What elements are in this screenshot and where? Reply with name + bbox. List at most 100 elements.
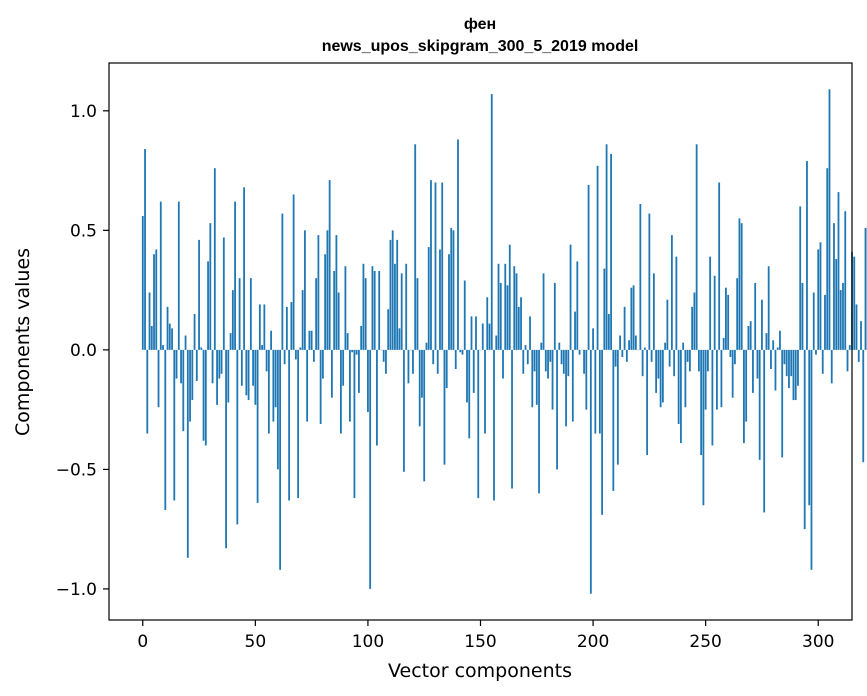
bar (333, 270, 336, 350)
bar (321, 349, 324, 379)
bar (853, 256, 856, 350)
bar (213, 168, 216, 350)
bar (225, 349, 227, 549)
y-tick-label: 0.0 (70, 341, 97, 361)
bar (718, 182, 721, 350)
bar (738, 218, 741, 350)
x-tick-label: 200 (577, 632, 609, 652)
bar (265, 349, 268, 372)
bar (330, 349, 333, 398)
bar (513, 266, 516, 350)
bar (173, 349, 176, 501)
bar (159, 201, 162, 350)
bar (378, 270, 381, 350)
bar (810, 349, 813, 570)
bar (358, 349, 360, 393)
bar (288, 349, 291, 501)
bar (443, 349, 446, 465)
bar (517, 306, 520, 350)
bar (643, 347, 646, 350)
bar (468, 349, 471, 439)
bar (216, 349, 218, 405)
bar (184, 335, 187, 350)
bar (141, 215, 144, 350)
bar (747, 325, 750, 350)
bar (781, 349, 784, 458)
bar (247, 349, 250, 401)
bar (254, 349, 257, 405)
bar (801, 282, 804, 350)
bar (842, 282, 844, 350)
bar (538, 349, 540, 494)
bar (776, 347, 779, 350)
bar (256, 349, 259, 503)
bar (272, 349, 275, 422)
bar (340, 349, 342, 434)
bar (797, 349, 799, 386)
bar (716, 349, 718, 410)
bar (684, 349, 687, 408)
bar (222, 237, 225, 350)
bar (382, 349, 385, 362)
bar (686, 349, 689, 362)
bar (353, 349, 356, 499)
bar (461, 349, 464, 355)
bar (362, 263, 365, 350)
bar (157, 349, 160, 408)
bar (828, 89, 831, 350)
bar (306, 349, 309, 422)
bar (815, 349, 817, 355)
bar (862, 349, 865, 463)
bar (526, 349, 529, 365)
bar (779, 330, 781, 350)
bar (655, 349, 658, 393)
bar (396, 239, 399, 350)
chart-title: фен (464, 16, 496, 33)
bar (824, 294, 826, 350)
bar (772, 340, 775, 350)
x-tick-label: 150 (464, 632, 496, 652)
bar (398, 328, 401, 350)
bar (666, 299, 669, 350)
bar (621, 349, 624, 358)
bar (551, 349, 554, 410)
bar (632, 285, 635, 350)
bar (387, 309, 390, 350)
bar (830, 349, 833, 384)
bar (285, 306, 288, 350)
bar (707, 349, 709, 372)
bar (592, 328, 594, 350)
bar (475, 316, 477, 350)
bar (657, 349, 660, 379)
bar (740, 223, 743, 350)
bar (562, 349, 565, 374)
bar (725, 287, 727, 350)
bar (569, 244, 572, 350)
bar (763, 349, 766, 513)
bar (574, 311, 576, 350)
bar (315, 278, 318, 350)
bar (261, 345, 264, 350)
bar (594, 349, 597, 434)
bar (412, 349, 414, 374)
bar (646, 349, 649, 456)
bar (337, 292, 340, 350)
bar (745, 349, 748, 422)
bar (351, 349, 354, 353)
bar (439, 249, 441, 350)
bar (198, 239, 200, 350)
bar (204, 349, 207, 446)
bar (312, 349, 315, 362)
bar (540, 342, 543, 350)
bar (659, 349, 662, 408)
bar (144, 149, 146, 350)
bar (792, 349, 795, 401)
y-axis-label: Components values (12, 248, 34, 436)
bar (207, 261, 209, 350)
bar (177, 201, 180, 350)
bar (515, 273, 518, 350)
bar (490, 94, 493, 350)
bar (544, 349, 547, 372)
y-tick-label: −0.5 (56, 460, 97, 480)
